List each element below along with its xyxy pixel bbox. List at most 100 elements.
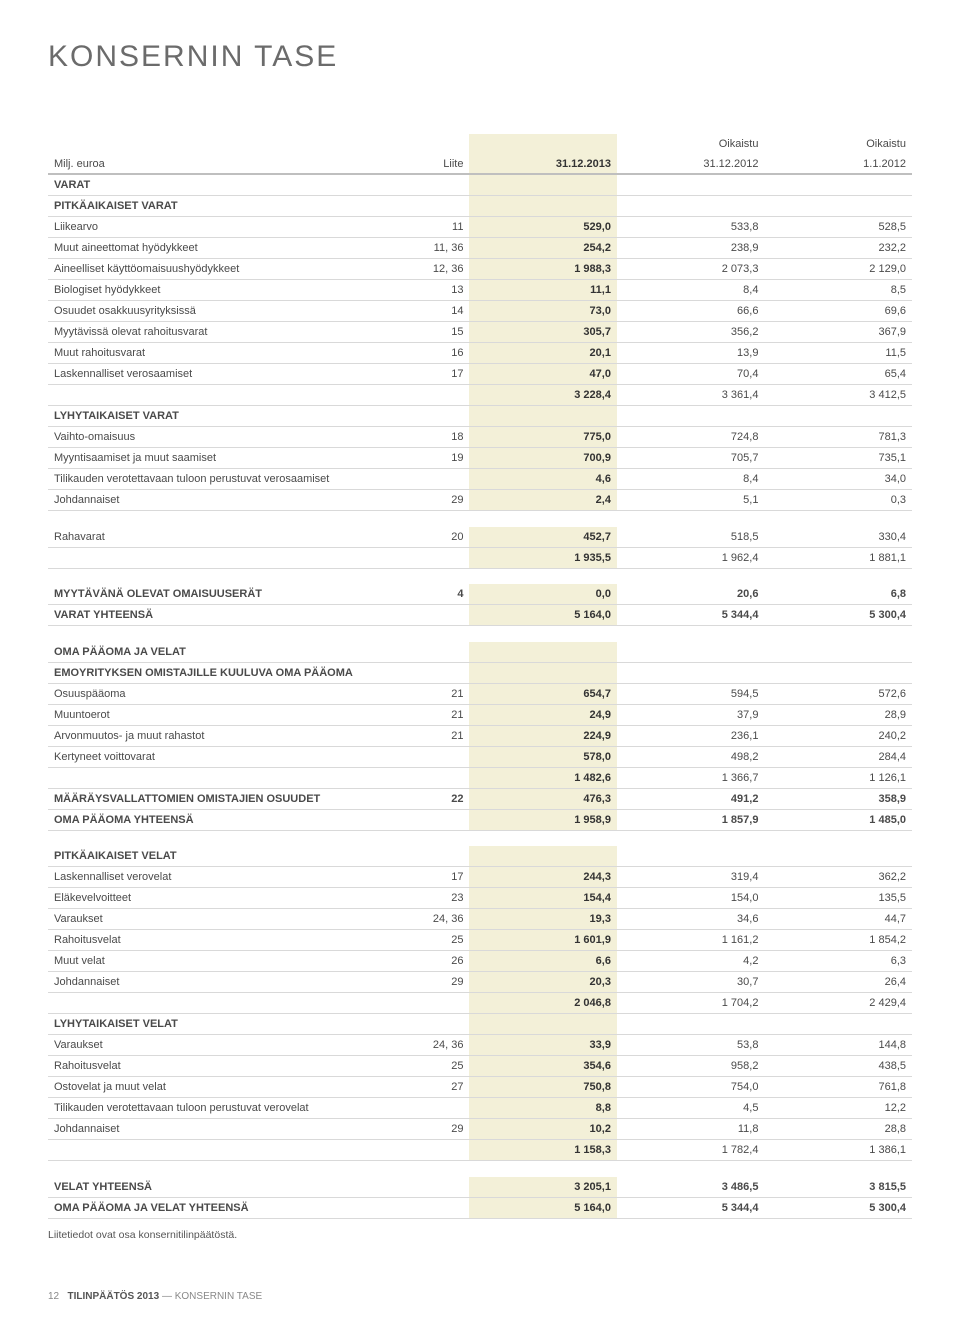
row-label: Vaihto-omaisuus bbox=[48, 427, 406, 448]
row-value: 37,9 bbox=[617, 704, 765, 725]
row-note bbox=[406, 1098, 469, 1119]
row-value: 367,9 bbox=[764, 322, 912, 343]
row-value: 135,5 bbox=[764, 888, 912, 909]
row-label bbox=[48, 385, 406, 406]
row-value: 5 300,4 bbox=[764, 605, 912, 626]
row-value: 284,4 bbox=[764, 746, 912, 767]
row-label: PITKÄAIKAISET VELAT bbox=[48, 846, 406, 867]
col-header-date3: 1.1.2012 bbox=[764, 154, 912, 174]
row-value: 775,0 bbox=[469, 427, 617, 448]
row-label: Kertyneet voittovarat bbox=[48, 746, 406, 767]
row-value: 20,1 bbox=[469, 343, 617, 364]
row-label: Liikearvo bbox=[48, 217, 406, 238]
row-label: Varaukset bbox=[48, 1035, 406, 1056]
row-value: 2,4 bbox=[469, 490, 617, 511]
row-value bbox=[469, 642, 617, 663]
row-note: 14 bbox=[406, 301, 469, 322]
row-value: 354,6 bbox=[469, 1056, 617, 1077]
row-value: 2 046,8 bbox=[469, 993, 617, 1014]
row-value: 1 485,0 bbox=[764, 809, 912, 830]
page-footer: 12 TILINPÄÄTÖS 2013 — KONSERNIN TASE bbox=[48, 1291, 912, 1302]
row-label: Varaukset bbox=[48, 909, 406, 930]
row-value: 11,8 bbox=[617, 1119, 765, 1140]
row-value: 224,9 bbox=[469, 725, 617, 746]
row-value: 958,2 bbox=[617, 1056, 765, 1077]
row-value: 5,1 bbox=[617, 490, 765, 511]
row-note: 23 bbox=[406, 888, 469, 909]
row-note bbox=[406, 385, 469, 406]
row-note bbox=[406, 605, 469, 626]
row-value: 154,0 bbox=[617, 888, 765, 909]
row-value bbox=[469, 1014, 617, 1035]
row-value: 594,5 bbox=[617, 683, 765, 704]
row-value: 3 228,4 bbox=[469, 385, 617, 406]
row-note: 11 bbox=[406, 217, 469, 238]
footer-bold: TILINPÄÄTÖS 2013 bbox=[67, 1291, 159, 1302]
row-value bbox=[617, 846, 765, 867]
row-note bbox=[406, 174, 469, 196]
row-value: 518,5 bbox=[617, 527, 765, 548]
row-label: Ostovelat ja muut velat bbox=[48, 1077, 406, 1098]
row-note bbox=[406, 746, 469, 767]
row-note: 24, 36 bbox=[406, 1035, 469, 1056]
row-label: Johdannaiset bbox=[48, 972, 406, 993]
row-value: 2 429,4 bbox=[764, 993, 912, 1014]
row-value: 761,8 bbox=[764, 1077, 912, 1098]
row-note bbox=[406, 1014, 469, 1035]
row-note: 21 bbox=[406, 704, 469, 725]
row-value bbox=[764, 1014, 912, 1035]
row-value: 26,4 bbox=[764, 972, 912, 993]
row-label: LYHYTAIKAISET VELAT bbox=[48, 1014, 406, 1035]
row-value: 1 366,7 bbox=[617, 767, 765, 788]
row-note: 4 bbox=[406, 584, 469, 605]
row-note bbox=[406, 1197, 469, 1218]
row-value: 3 361,4 bbox=[617, 385, 765, 406]
row-value: 6,6 bbox=[469, 951, 617, 972]
row-value: 1 881,1 bbox=[764, 547, 912, 568]
row-value: 13,9 bbox=[617, 343, 765, 364]
row-value: 5 164,0 bbox=[469, 605, 617, 626]
row-note bbox=[406, 469, 469, 490]
row-value: 6,8 bbox=[764, 584, 912, 605]
row-label: Tilikauden verotettavaan tuloon perustuv… bbox=[48, 1098, 406, 1119]
row-value: 1 962,4 bbox=[617, 547, 765, 568]
row-note: 20 bbox=[406, 527, 469, 548]
row-value: 238,9 bbox=[617, 238, 765, 259]
row-value: 1 704,2 bbox=[617, 993, 765, 1014]
row-label: Myyntisaamiset ja muut saamiset bbox=[48, 448, 406, 469]
row-note: 24, 36 bbox=[406, 909, 469, 930]
row-value: 11,5 bbox=[764, 343, 912, 364]
row-value: 20,6 bbox=[617, 584, 765, 605]
row-value: 438,5 bbox=[764, 1056, 912, 1077]
row-note: 25 bbox=[406, 1056, 469, 1077]
row-value: 28,9 bbox=[764, 704, 912, 725]
row-value: 8,8 bbox=[469, 1098, 617, 1119]
row-value: 705,7 bbox=[617, 448, 765, 469]
row-note: 27 bbox=[406, 1077, 469, 1098]
row-value: 8,5 bbox=[764, 280, 912, 301]
row-value bbox=[764, 642, 912, 663]
col-header-date2: 31.12.2012 bbox=[617, 154, 765, 174]
row-value: 8,4 bbox=[617, 280, 765, 301]
row-label: Rahoitusvelat bbox=[48, 930, 406, 951]
row-value bbox=[469, 174, 617, 196]
row-value: 319,4 bbox=[617, 867, 765, 888]
row-label bbox=[48, 767, 406, 788]
row-label: EMOYRITYKSEN OMISTAJILLE KUULUVA OMA PÄÄ… bbox=[48, 662, 406, 683]
row-value: 754,0 bbox=[617, 1077, 765, 1098]
row-value: 244,3 bbox=[469, 867, 617, 888]
row-value: 2 129,0 bbox=[764, 259, 912, 280]
row-value: 476,3 bbox=[469, 788, 617, 809]
row-value: 1 158,3 bbox=[469, 1140, 617, 1161]
row-value: 254,2 bbox=[469, 238, 617, 259]
row-label: Aineelliset käyttöomaisuushyödykkeet bbox=[48, 259, 406, 280]
row-value: 11,1 bbox=[469, 280, 617, 301]
row-value: 491,2 bbox=[617, 788, 765, 809]
row-value: 240,2 bbox=[764, 725, 912, 746]
row-value: 1 988,3 bbox=[469, 259, 617, 280]
row-value bbox=[764, 406, 912, 427]
row-note: 18 bbox=[406, 427, 469, 448]
row-value: 6,3 bbox=[764, 951, 912, 972]
row-note bbox=[406, 662, 469, 683]
row-value: 1 161,2 bbox=[617, 930, 765, 951]
